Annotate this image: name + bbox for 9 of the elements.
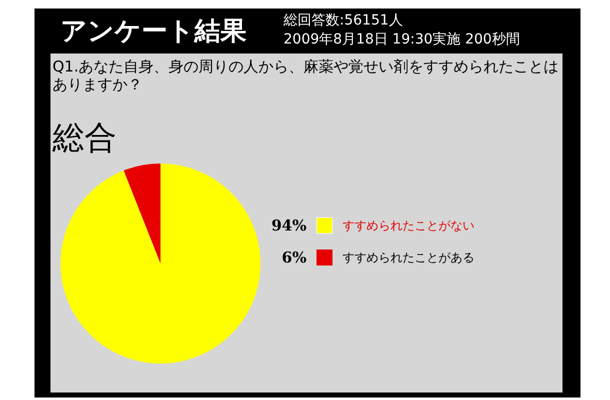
chart-title: アンケート結果 [60, 16, 246, 46]
chart-subtitle: Q1.あなた自身、身の周りの人から、麻薬や覚せい剤をすすめられたことはありますか？ [52, 58, 559, 94]
data-label: 6% [282, 248, 307, 266]
legend-label: すすめられたことがある [342, 250, 474, 264]
legend-label: すすめられたことがない [342, 218, 474, 232]
text: 総合 [52, 118, 116, 156]
text: 2009年8月18日 19:30実施 200秒間 [284, 32, 520, 48]
data-label: 94% [271, 216, 307, 234]
text: 総回答数:56151人 [282, 12, 403, 28]
